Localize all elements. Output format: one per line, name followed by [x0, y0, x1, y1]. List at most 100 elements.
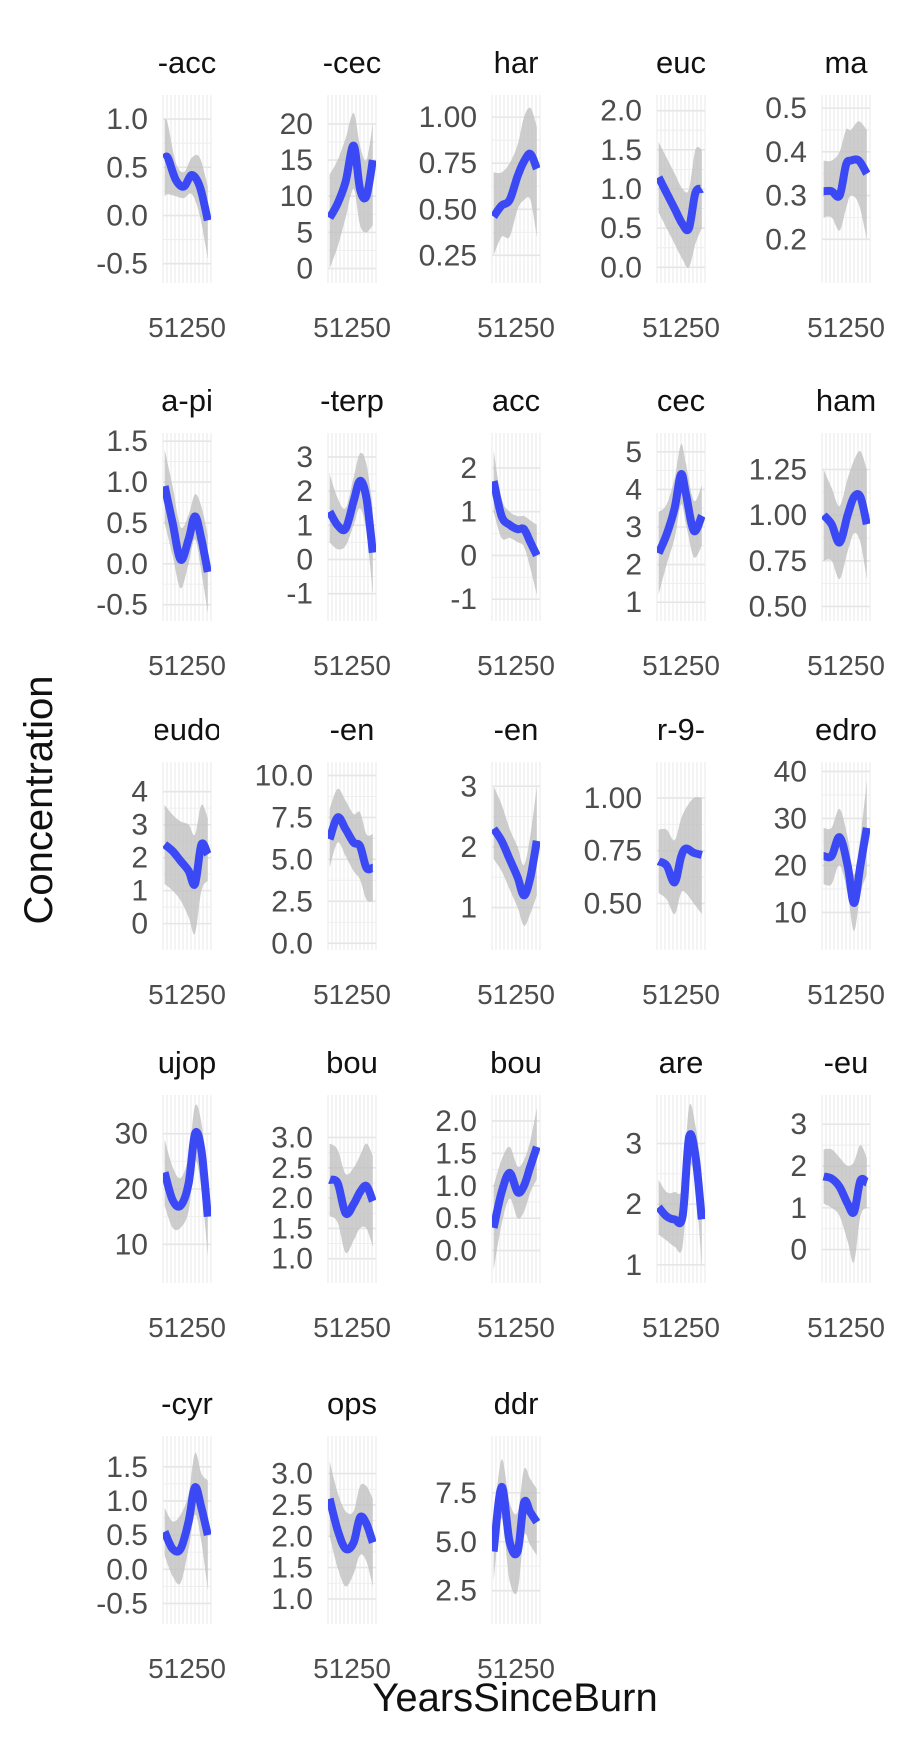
y-tick-label: 3	[131, 809, 148, 842]
x-tick-labels: 51250	[807, 1312, 885, 1343]
y-tick-label: 1.0	[106, 1485, 148, 1518]
series-line	[492, 480, 540, 558]
y-tick-label: 30	[774, 802, 807, 835]
y-tick-label: 2.0	[271, 1520, 313, 1553]
y-tick-label: 1	[790, 1192, 807, 1225]
y-tick-label: 0.0	[106, 200, 148, 233]
y-tick-label: 10	[774, 896, 807, 929]
y-tick-label: 15	[280, 144, 313, 177]
series-line	[822, 490, 870, 547]
panel-title: -acc	[158, 45, 217, 80]
y-tick-label: 0.5	[435, 1202, 477, 1235]
y-tick-label: 1.0	[106, 466, 148, 499]
y-tick-label: 4	[625, 473, 642, 506]
y-tick-label: 3	[296, 441, 313, 474]
y-tick-label: 2	[131, 842, 148, 875]
y-tick-label: -1	[450, 583, 477, 616]
y-tick-label: 2	[790, 1150, 807, 1183]
y-tick-label: 0.5	[106, 1519, 148, 1552]
y-tick-label: 1	[460, 496, 477, 529]
x-tick-labels: 51250	[148, 312, 226, 343]
confidence-band	[493, 450, 537, 595]
y-tick-label: 1.5	[600, 134, 642, 167]
panel-8: 2 1 0 -1 51250 acc	[450, 383, 555, 681]
x-tick-labels: 51250	[807, 650, 885, 681]
y-tick-label: 1	[131, 875, 148, 908]
series-line	[657, 1130, 705, 1228]
panel-23: 7.5 5.0 2.5 51250 ddr	[435, 1386, 555, 1684]
x-tick-labels: 51250	[313, 312, 391, 343]
panel-17: 3.02.52.01.51.0 51250 bou	[271, 1045, 391, 1343]
y-tick-label: 1.00	[749, 499, 807, 532]
x-tick-labels: 51250	[148, 1653, 226, 1684]
y-tick-label: 0	[460, 539, 477, 572]
x-tick-labels: 51250	[313, 1312, 391, 1343]
panel-15: 40 30 20 10 51250 edro	[774, 712, 885, 1010]
y-tick-label: 0.50	[419, 193, 477, 226]
y-tick-label: 2	[460, 452, 477, 485]
y-tick-label: 0.25	[419, 239, 477, 272]
series-line	[163, 1483, 211, 1556]
y-tick-label: 5	[296, 216, 313, 249]
panel-5: 0.5 0.4 0.3 0.2 51250 ma	[765, 45, 885, 343]
x-tick-labels: 51250	[642, 312, 720, 343]
x-tick-labels: 51250	[477, 979, 555, 1010]
y-tick-label: 10.0	[255, 759, 313, 792]
y-tick-label: 10	[115, 1228, 148, 1261]
panel-title: are	[659, 1045, 704, 1080]
series-line	[328, 476, 376, 554]
y-axis-title: Concentration	[17, 675, 61, 924]
y-tick-label: 2.0	[435, 1105, 477, 1138]
y-tick-label: 0	[790, 1234, 807, 1267]
y-tick-label: 2.0	[271, 1182, 313, 1215]
y-tick-label: 0.50	[749, 590, 807, 623]
y-tick-label: 2.0	[600, 95, 642, 128]
y-tick-label: 2	[296, 475, 313, 508]
y-tick-label: 0.0	[106, 548, 148, 581]
y-tick-label: 0.5	[106, 507, 148, 540]
panel-title: ham	[816, 383, 876, 418]
y-tick-label: 10	[280, 180, 313, 213]
series-line	[492, 149, 540, 219]
y-tick-label: 1.5	[106, 425, 148, 458]
panel-title: bou	[326, 1045, 378, 1080]
series-line	[163, 152, 211, 222]
y-tick-label: 1	[460, 892, 477, 925]
confidence-band	[329, 1143, 373, 1254]
series-line	[822, 827, 870, 907]
confidence-band	[164, 449, 208, 613]
y-tick-label: 0.5	[765, 92, 807, 125]
x-tick-labels: 51250	[148, 1312, 226, 1343]
y-tick-label: 0.5	[600, 212, 642, 245]
y-tick-label: 4	[131, 776, 148, 809]
panel-title: euc	[656, 45, 706, 80]
y-tick-label: 1.00	[419, 101, 477, 134]
x-tick-labels: 51250	[477, 312, 555, 343]
panel-21: 1.51.00.50.0-0.5 51250 -cyr	[96, 1386, 226, 1684]
y-tick-label: 3.0	[271, 1121, 313, 1154]
y-tick-label: 0.0	[106, 1553, 148, 1586]
y-tick-label: 0.75	[749, 545, 807, 578]
confidence-band	[329, 113, 373, 269]
y-tick-label: -0.5	[96, 1587, 148, 1620]
series-line	[492, 826, 540, 900]
y-tick-label: 2	[625, 1188, 642, 1221]
confidence-band	[658, 142, 702, 268]
y-tick-label: 2.5	[271, 1152, 313, 1185]
x-tick-labels: 51250	[148, 979, 226, 1010]
series-line	[328, 1497, 376, 1554]
y-tick-label: 1.0	[435, 1170, 477, 1203]
panel-title: ops	[327, 1386, 377, 1421]
panels-group: 1.00.50.0-0.551250-acc2015105051250-cec1…	[96, 45, 885, 1684]
x-tick-labels: 51250	[477, 1312, 555, 1343]
panel-title: eudo	[153, 712, 222, 747]
y-tick-label: 1.5	[106, 1451, 148, 1484]
y-tick-label: 30	[115, 1118, 148, 1151]
panel-title: cec	[657, 383, 705, 418]
